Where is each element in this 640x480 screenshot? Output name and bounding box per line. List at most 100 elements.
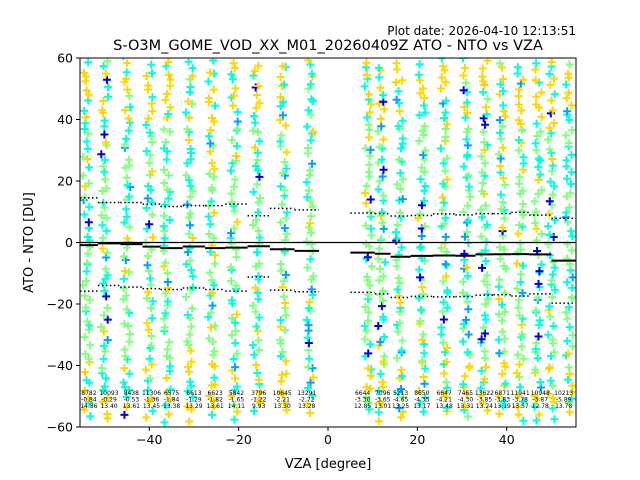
scatter-point <box>253 148 262 157</box>
scatter-point <box>253 327 262 336</box>
scatter-point <box>518 288 527 297</box>
scatter-point <box>146 374 155 383</box>
scatter-point <box>120 383 129 392</box>
scatter-point <box>142 224 151 233</box>
scatter-point <box>276 102 285 111</box>
scatter-point <box>148 137 157 146</box>
scatter-point <box>147 341 156 350</box>
scatter-point <box>143 318 152 327</box>
scatter-point <box>100 116 109 125</box>
scatter-point <box>438 206 447 215</box>
scatter-point <box>565 203 574 212</box>
scatter-point <box>230 182 239 191</box>
scatter-point <box>397 243 406 252</box>
scatter-column <box>494 59 510 418</box>
scatter-point <box>439 179 448 188</box>
scatter-point <box>532 207 541 216</box>
scatter-point <box>419 372 428 381</box>
scatter-point <box>85 163 94 172</box>
scatter-point <box>98 221 107 230</box>
scatter-point <box>253 156 262 165</box>
scatter-point <box>531 218 540 227</box>
scatter-point <box>563 107 572 116</box>
scatter-point <box>80 106 88 115</box>
scatter-point <box>362 182 371 191</box>
scatter-point <box>276 260 285 269</box>
scatter-point <box>564 349 573 358</box>
scatter-point <box>204 313 213 322</box>
scatter-point <box>187 405 196 414</box>
scatter-point <box>233 108 242 116</box>
scatter-point <box>100 286 109 295</box>
scatter-point <box>548 293 557 302</box>
scatter-point <box>415 136 424 145</box>
scatter-point <box>379 312 388 321</box>
scatter-point <box>306 197 315 206</box>
scatter-point <box>418 335 427 344</box>
scatter-point <box>532 59 541 68</box>
scatter-point <box>209 350 218 359</box>
scatter-point <box>380 352 389 361</box>
scatter-point <box>230 415 239 424</box>
scatter-point <box>418 356 427 365</box>
scatter-point <box>518 186 527 195</box>
scatter-point <box>482 110 491 119</box>
scatter-point <box>535 267 544 276</box>
scatter-point <box>278 200 287 209</box>
scatter-point <box>421 181 430 190</box>
x-tick-label: −40 <box>136 432 162 447</box>
scatter-point <box>204 94 213 103</box>
scatter-point <box>365 281 374 290</box>
scatter-point <box>98 186 107 195</box>
scatter-point <box>437 323 446 332</box>
scatter-point <box>185 330 194 339</box>
scatter-point <box>495 349 504 358</box>
scatter-point <box>85 202 94 211</box>
scatter-point <box>377 122 386 131</box>
scatter-column <box>80 58 95 421</box>
scatter-point <box>461 78 470 87</box>
scatter-point <box>166 385 175 394</box>
scatter-point <box>148 69 157 78</box>
y-axis-ticks: −60 −40 −20 0 20 40 60 <box>47 51 80 435</box>
scatter-point <box>360 82 369 91</box>
scatter-point <box>81 349 90 358</box>
scatter-point <box>251 283 260 292</box>
scatter-point <box>253 288 262 297</box>
scatter-point <box>550 348 559 357</box>
scatter-point <box>185 417 194 426</box>
scatter-point <box>204 212 213 221</box>
scatter-point <box>366 340 375 349</box>
scatter-point <box>188 304 197 313</box>
bin-count-label: 6647 <box>437 390 452 397</box>
scatter-point <box>391 78 400 87</box>
scatter-point <box>463 348 472 357</box>
scatter-point <box>206 147 215 156</box>
bin-mean-label: -3.83 <box>495 397 511 404</box>
scatter-point <box>375 73 384 82</box>
scatter-point <box>309 373 318 382</box>
scatter-point <box>480 347 489 356</box>
scatter-column <box>374 63 390 426</box>
scatter-point <box>159 211 168 220</box>
scatter-point <box>494 150 503 159</box>
scatter-point <box>161 401 170 410</box>
scatter-point <box>163 278 172 287</box>
scatter-point <box>514 410 523 419</box>
scatter-point <box>160 144 169 153</box>
scatter-point <box>362 199 371 208</box>
scatter-point <box>479 323 488 332</box>
scatter-point <box>362 239 371 248</box>
scatter-point <box>98 106 107 115</box>
scatter-point <box>436 84 445 93</box>
scatter-point <box>500 334 509 343</box>
scatter-point <box>254 375 263 384</box>
scatter-point <box>254 271 263 280</box>
scatter-point <box>564 375 573 384</box>
scatter-point <box>375 264 384 273</box>
scatter-point <box>103 58 112 66</box>
scatter-point <box>364 120 373 129</box>
scatter-point <box>165 215 174 224</box>
plot-date: Plot date: 2026-04-10 12:13:51 <box>387 24 576 38</box>
scatter-point <box>183 310 192 319</box>
